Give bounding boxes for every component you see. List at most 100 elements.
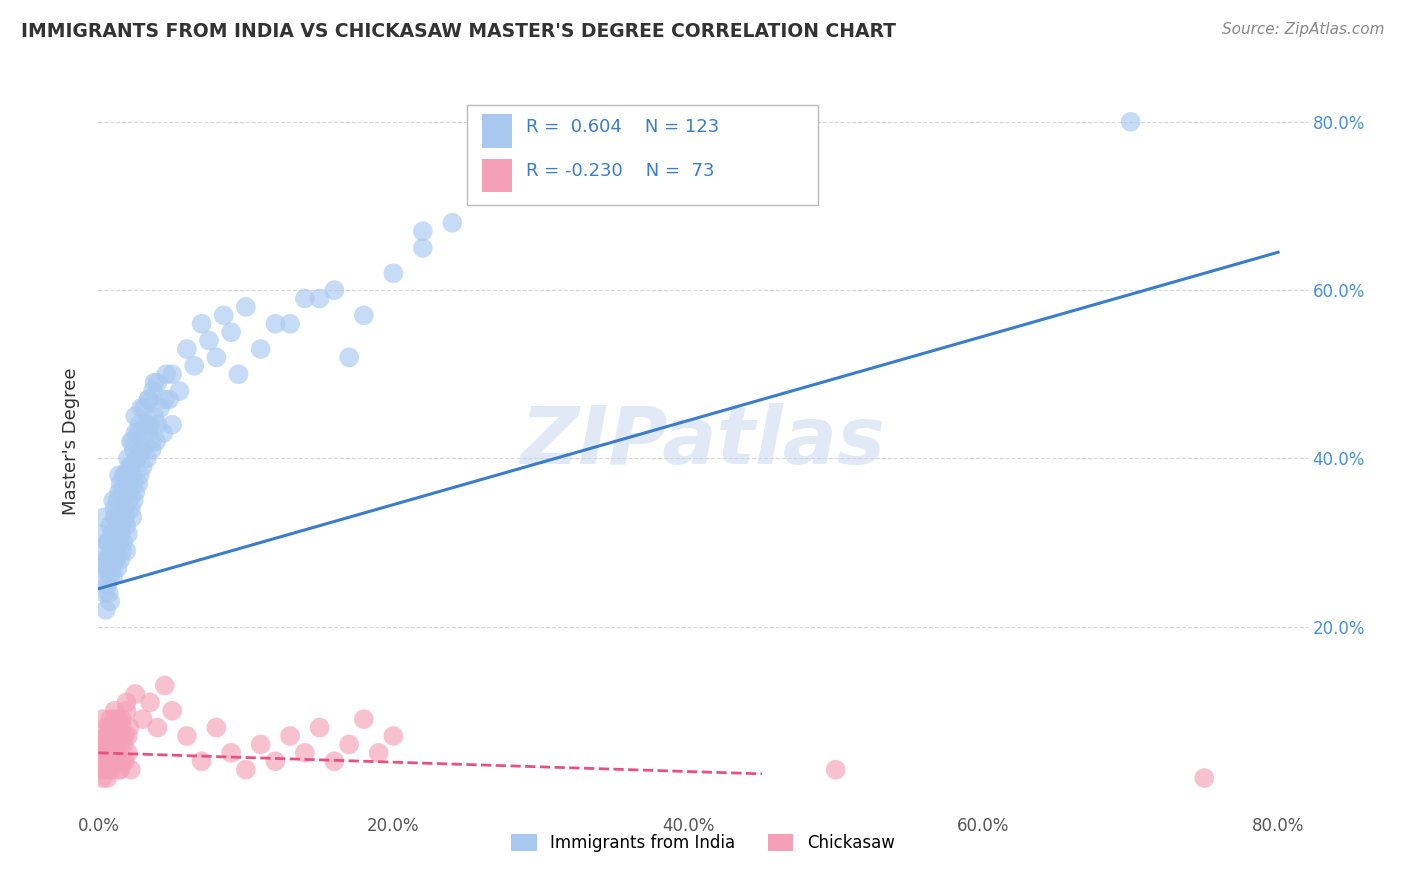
Point [108,763,131,777]
Point [120,434,142,449]
Point [110,527,132,541]
Point [104,712,127,726]
Point [1119,115,1142,129]
Point [105,544,128,558]
Point [131,442,153,457]
Point [160,704,183,718]
Point [117,527,139,541]
Point [278,729,301,743]
Point [120,763,142,777]
Point [94,729,117,743]
Point [124,687,146,701]
Point [115,485,138,500]
Point [111,544,134,558]
Point [249,738,271,752]
Text: R =  0.604    N = 123: R = 0.604 N = 123 [526,118,720,136]
Point [117,476,139,491]
Point [219,325,242,339]
Point [124,485,146,500]
Point [89,746,111,760]
Point [219,746,242,760]
Point [141,442,163,457]
Point [91,560,114,574]
Point [96,729,118,743]
Point [96,577,118,591]
Point [100,527,122,541]
Point [441,216,464,230]
Point [108,468,131,483]
Point [135,417,157,432]
Point [122,442,145,457]
Point [114,729,136,743]
Point [382,729,405,743]
Point [93,738,115,752]
Point [153,392,176,407]
Point [149,401,172,415]
Point [128,417,150,432]
Point [235,300,257,314]
Point [176,342,198,356]
Point [141,434,163,449]
Point [160,417,183,432]
Point [139,695,162,709]
Point [96,763,118,777]
Point [110,738,132,752]
Point [153,679,176,693]
Point [115,704,138,718]
Point [308,721,330,735]
Point [114,501,136,516]
Point [190,754,212,768]
Point [98,569,121,583]
Text: ZIPatlas: ZIPatlas [520,402,886,481]
Point [104,501,127,516]
Point [115,544,138,558]
Point [110,763,132,777]
Point [98,712,121,726]
Point [98,594,121,608]
Point [100,560,122,574]
Point [107,560,129,574]
Point [91,712,114,726]
Point [112,754,135,768]
Point [108,712,131,726]
Point [146,417,169,432]
Point [146,376,169,390]
Point [121,510,143,524]
Point [90,738,112,752]
Point [101,738,124,752]
Point [115,518,138,533]
Point [212,309,235,323]
Point [121,468,143,483]
Point [117,729,139,743]
Point [117,451,139,466]
Point [96,771,118,785]
Point [104,510,127,524]
Point [101,738,124,752]
Point [108,535,131,549]
Point [98,518,121,533]
Point [97,738,120,752]
Point [367,746,389,760]
Bar [482,114,512,147]
Point [108,485,131,500]
Point [353,712,375,726]
Point [94,754,117,768]
Point [100,544,122,558]
Point [90,527,112,541]
Point [412,241,434,255]
Point [121,434,143,449]
Point [323,754,346,768]
Point [249,342,271,356]
Point [824,763,846,777]
Point [104,754,127,768]
Point [122,476,145,491]
Y-axis label: Master's Degree: Master's Degree [62,368,80,516]
Point [93,746,115,760]
Point [100,721,122,735]
Point [228,368,250,382]
Point [112,535,135,549]
Point [235,763,257,777]
Point [94,721,117,735]
Point [412,224,434,238]
Point [118,485,141,500]
